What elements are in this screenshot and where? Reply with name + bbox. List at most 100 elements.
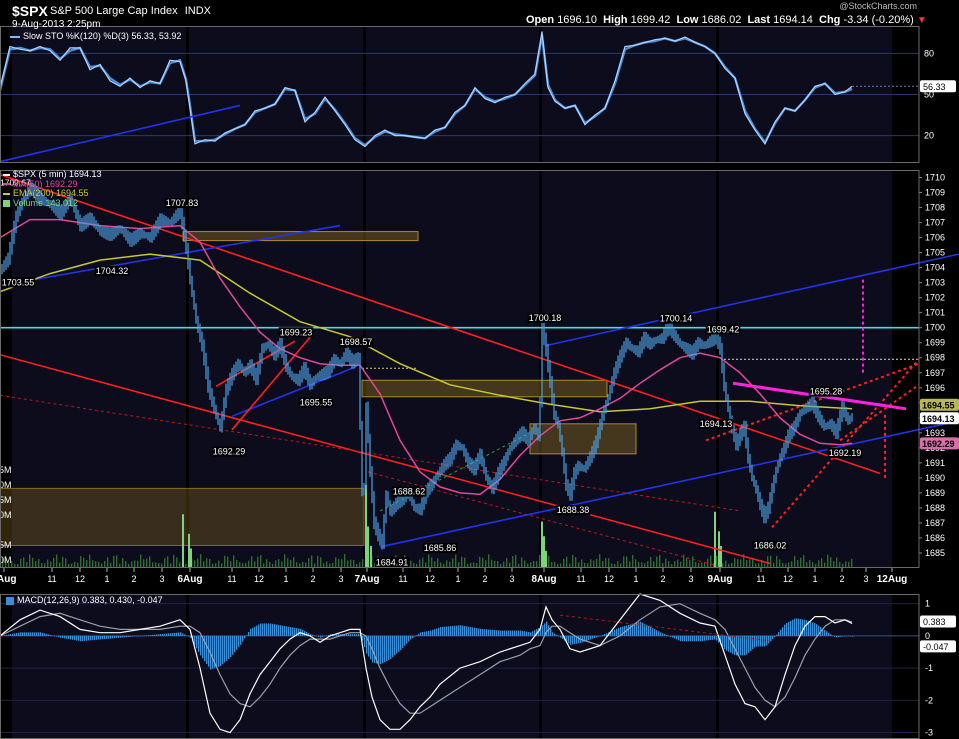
volume-bar bbox=[236, 559, 238, 568]
macd-histogram-bar bbox=[452, 625, 454, 636]
macd-histogram-bar bbox=[436, 628, 438, 636]
volume-bar bbox=[836, 557, 838, 568]
price-axis-label: 1696 bbox=[925, 383, 945, 393]
volume-spike bbox=[541, 521, 543, 568]
macd-histogram-bar bbox=[688, 635, 690, 642]
panel-frame bbox=[0, 170, 920, 568]
volume-bar bbox=[254, 561, 256, 568]
macd-histogram-bar bbox=[606, 633, 608, 636]
macd-histogram-bar bbox=[702, 635, 704, 641]
macd-histogram-bar bbox=[776, 634, 778, 636]
macd-histogram-bar bbox=[612, 630, 614, 636]
macd-histogram-bar bbox=[228, 635, 230, 659]
macd-histogram-bar bbox=[558, 635, 560, 637]
volume-bar bbox=[287, 558, 289, 568]
volume-bar bbox=[452, 558, 454, 568]
volume-bar bbox=[92, 560, 94, 568]
volume-bar bbox=[506, 557, 508, 568]
high-label: High bbox=[603, 14, 628, 26]
macd-histogram-bar bbox=[852, 635, 854, 637]
volume-bar bbox=[575, 556, 577, 568]
volume-bar bbox=[590, 559, 592, 568]
volume-bar bbox=[269, 561, 271, 568]
volume-bar bbox=[326, 561, 328, 568]
price-annotation-bg bbox=[94, 265, 130, 276]
volume-bar bbox=[422, 557, 424, 568]
volume-bar bbox=[44, 563, 46, 568]
macd-signal-line bbox=[0, 603, 853, 714]
volume-bar bbox=[143, 559, 145, 568]
price-axis-label: 1704 bbox=[925, 263, 945, 273]
macd-histogram-bar bbox=[320, 635, 322, 638]
price-axis-label: 1702 bbox=[925, 293, 945, 303]
price-annotation-bg bbox=[808, 386, 844, 397]
volume-bar bbox=[578, 562, 580, 568]
macd-histogram-bar bbox=[754, 635, 756, 648]
xaxis-label: 1 bbox=[283, 574, 288, 584]
price-annotation-bg bbox=[298, 397, 334, 408]
volume-bar bbox=[263, 563, 265, 568]
macd-histogram-bar bbox=[10, 634, 12, 636]
macd-histogram-bar bbox=[306, 631, 308, 636]
macd-histogram-bar bbox=[184, 634, 186, 636]
macd-histogram-bar bbox=[840, 635, 842, 637]
macd-histogram-bar bbox=[830, 634, 832, 636]
macd-histogram-bar bbox=[844, 635, 846, 637]
macd-histogram-bar bbox=[832, 635, 834, 637]
volume-bar bbox=[632, 555, 634, 568]
volume-bar bbox=[446, 560, 448, 568]
volume-bar bbox=[338, 559, 340, 568]
macd-histogram-bar bbox=[248, 631, 250, 636]
macd-histogram-bar bbox=[264, 623, 266, 636]
blue-trendline-6aug bbox=[231, 366, 357, 418]
macd-histogram-bar bbox=[292, 627, 294, 636]
price-legend-item: Volume 143,012 bbox=[3, 198, 102, 209]
macd-line bbox=[0, 593, 853, 734]
sto-axis-label: 20 bbox=[924, 131, 934, 141]
volume-bar bbox=[68, 563, 70, 568]
macd-histogram-bar bbox=[28, 632, 30, 636]
macd-histogram-bar bbox=[236, 635, 238, 650]
overnight-band bbox=[539, 594, 542, 739]
macd-histogram-bar bbox=[524, 631, 526, 636]
price-annotation: 1699.42 bbox=[707, 324, 740, 334]
macd-histogram-bar bbox=[544, 623, 546, 636]
price-axis-label: 1709 bbox=[925, 188, 945, 198]
macd-histogram-bar bbox=[242, 635, 244, 642]
sto-value-badge-text: 56.33 bbox=[923, 82, 946, 92]
macd-histogram-bar bbox=[806, 620, 808, 636]
macd-histogram-bar bbox=[640, 621, 642, 636]
volume-bar bbox=[2, 557, 4, 568]
volume-spike bbox=[545, 550, 547, 568]
sto-value-badge bbox=[920, 80, 956, 93]
volume-bar bbox=[125, 561, 127, 568]
macd-histogram-bar bbox=[622, 626, 624, 636]
panel-frame bbox=[0, 26, 920, 163]
macd-histogram-bar bbox=[362, 635, 364, 641]
volume-bar bbox=[848, 561, 850, 568]
volume-bar bbox=[743, 554, 745, 568]
volume-bar bbox=[257, 556, 259, 568]
macd-histogram-bar bbox=[178, 632, 180, 636]
symbol-title: $SPX bbox=[12, 3, 48, 19]
macd-histogram-bar bbox=[636, 622, 638, 636]
macd-histogram-bar bbox=[530, 632, 532, 636]
price-axis-label: 1691 bbox=[925, 458, 945, 468]
xaxis-label: 12 bbox=[783, 574, 793, 584]
price-annotation: 1685.86 bbox=[424, 543, 457, 553]
sto-legend-text: Slow STO %K(120) %D(3) 56.33, 53.92 bbox=[23, 31, 182, 41]
xaxis-label: 1 bbox=[455, 574, 460, 584]
macd-histogram-bar bbox=[50, 635, 52, 636]
price-legend-item: $SPX (5 min) 1694.13 bbox=[3, 169, 102, 180]
macd-histogram-bar bbox=[112, 635, 114, 639]
volume-bar bbox=[356, 563, 358, 568]
macd-histogram-bar bbox=[572, 635, 574, 645]
volume-bar bbox=[650, 556, 652, 568]
macd-histogram-bar bbox=[826, 631, 828, 636]
macd-histogram-bar bbox=[118, 635, 120, 638]
macd-histogram-bar bbox=[816, 624, 818, 636]
macd-histogram-bar bbox=[262, 623, 264, 636]
low-value: 1686.02 bbox=[701, 14, 742, 26]
volume-spike bbox=[188, 533, 190, 568]
